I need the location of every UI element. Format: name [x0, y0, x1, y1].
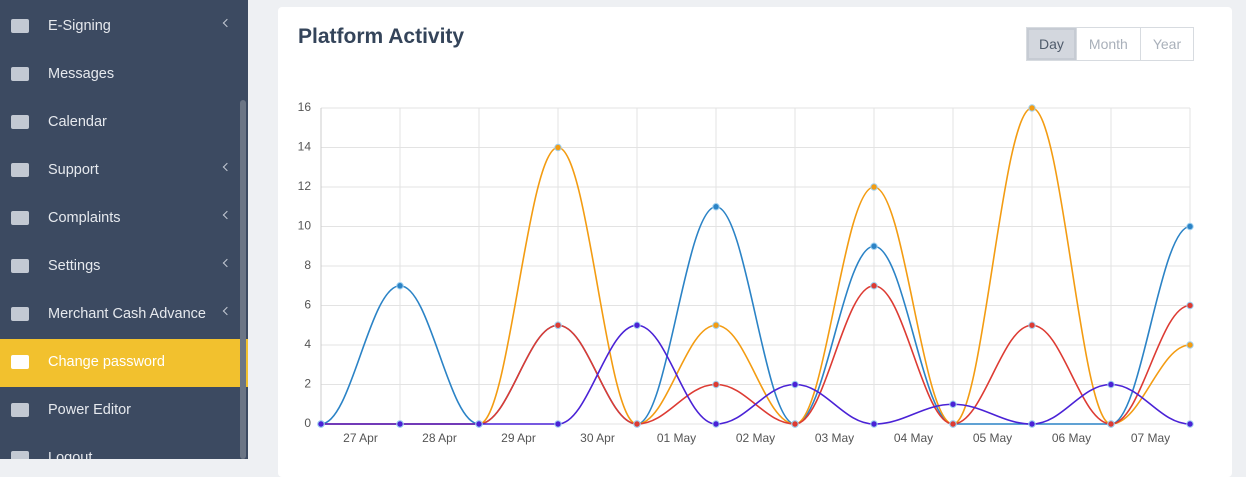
data-point [1028, 321, 1036, 329]
data-point [712, 321, 720, 329]
data-point [554, 420, 562, 428]
menu-label: Change password [48, 354, 165, 370]
menu-item[interactable]: Support [0, 147, 240, 195]
x-tick-label: 05 May [973, 431, 1012, 445]
data-point [475, 420, 483, 428]
menu-icon [11, 163, 29, 177]
menu-item[interactable]: Messages [0, 51, 240, 99]
menu-icon [11, 115, 29, 129]
data-point [1186, 222, 1194, 231]
menu-icon [11, 211, 29, 225]
y-tick-label: 6 [304, 298, 311, 312]
menu-item[interactable]: Calendar [0, 99, 240, 147]
chart: 0 2 4 6 8 10 12 14 16 27 Apr 28 Apr 29 Apr 30 Apr 01 … [298, 100, 1194, 445]
x-tick-label: 28 Apr [422, 431, 457, 445]
y-tick-label: 2 [304, 377, 311, 391]
data-point [712, 380, 720, 389]
card-title: Platform Activity [298, 25, 465, 48]
data-point [317, 420, 325, 428]
menu-label: Power Editor [48, 402, 132, 418]
menu-item[interactable]: Merchant Cash Advance [0, 291, 240, 339]
y-tick-label: 10 [298, 219, 312, 233]
data-point [396, 282, 404, 290]
x-tick-label: 30 Apr [580, 431, 615, 445]
y-tick-label: 16 [298, 100, 312, 114]
menu-label: Complaints [48, 210, 121, 226]
menu-icon [11, 67, 29, 81]
menu-label: E-Signing [48, 18, 111, 34]
menu-icon [11, 403, 29, 417]
data-point [1028, 420, 1036, 428]
data-point [870, 282, 878, 290]
menu-icon [11, 259, 29, 273]
y-tick-label: 12 [298, 179, 312, 193]
data-point [554, 143, 562, 152]
x-tick-label: 27 Apr [343, 431, 378, 445]
menu-icon [11, 307, 29, 321]
x-tick-label: 02 May [736, 431, 775, 445]
data-point [633, 420, 641, 428]
data-point [712, 203, 720, 211]
sidebar: E-Signing Messages Calendar Support Complain… [0, 0, 248, 459]
menu-item[interactable]: Settings [0, 243, 240, 291]
range-button[interactable]: Year [1139, 27, 1195, 61]
data-point [870, 242, 878, 250]
data-point [554, 321, 562, 329]
menu-label: Calendar [48, 114, 107, 130]
menu-label: Merchant Cash Advance [48, 306, 206, 322]
data-point [712, 420, 720, 428]
data-point [1186, 301, 1194, 310]
x-tick-label: 07 May [1131, 431, 1170, 445]
submenu-chevron [222, 306, 232, 316]
data-point [1107, 420, 1115, 428]
data-point [396, 420, 404, 428]
data-point [1186, 341, 1194, 349]
y-tick-label: 0 [304, 416, 311, 430]
data-point [1186, 420, 1194, 428]
y-tick-label: 14 [298, 140, 312, 154]
menu-item[interactable]: Power Editor [0, 387, 240, 435]
x-tick-label: 06 May [1052, 431, 1091, 445]
data-point [870, 183, 878, 191]
data-point [791, 380, 799, 389]
menu-item[interactable]: Logout [0, 435, 240, 459]
menu-label: Logout [48, 450, 93, 459]
y-tick-label: 4 [304, 337, 311, 351]
menu-item[interactable]: Complaints [0, 195, 240, 243]
data-point [633, 321, 641, 329]
menu-icon [11, 451, 29, 459]
submenu-chevron [222, 210, 232, 220]
menu-item[interactable]: Change password [0, 339, 248, 387]
x-tick-label: 01 May [657, 431, 696, 445]
x-tick-label: 04 May [894, 431, 933, 445]
x-tick-label: 03 May [815, 431, 854, 445]
menu-label: Support [48, 162, 99, 178]
menu-icon [11, 355, 29, 369]
menu-label: Messages [48, 66, 115, 82]
menu-icon [11, 19, 29, 33]
submenu-chevron [222, 258, 232, 268]
submenu-chevron [222, 162, 232, 172]
data-point [949, 420, 957, 428]
data-point [870, 420, 878, 428]
data-point [949, 400, 957, 408]
scrollbar [240, 100, 246, 459]
card: Platform Activity Day Month Year 0 2 4 6 8 10 12… [278, 7, 1232, 477]
y-tick-label: 8 [304, 258, 311, 272]
range-buttons: Day Month Year [1026, 27, 1195, 61]
menu-label: Settings [48, 258, 101, 274]
data-point [791, 420, 799, 428]
series-line [320, 205, 1191, 425]
menu-item[interactable]: E-Signing [0, 3, 240, 51]
submenu-chevron [222, 18, 232, 28]
x-tick-label: 29 Apr [501, 431, 536, 445]
data-point [1107, 380, 1115, 389]
data-point [1028, 104, 1036, 112]
